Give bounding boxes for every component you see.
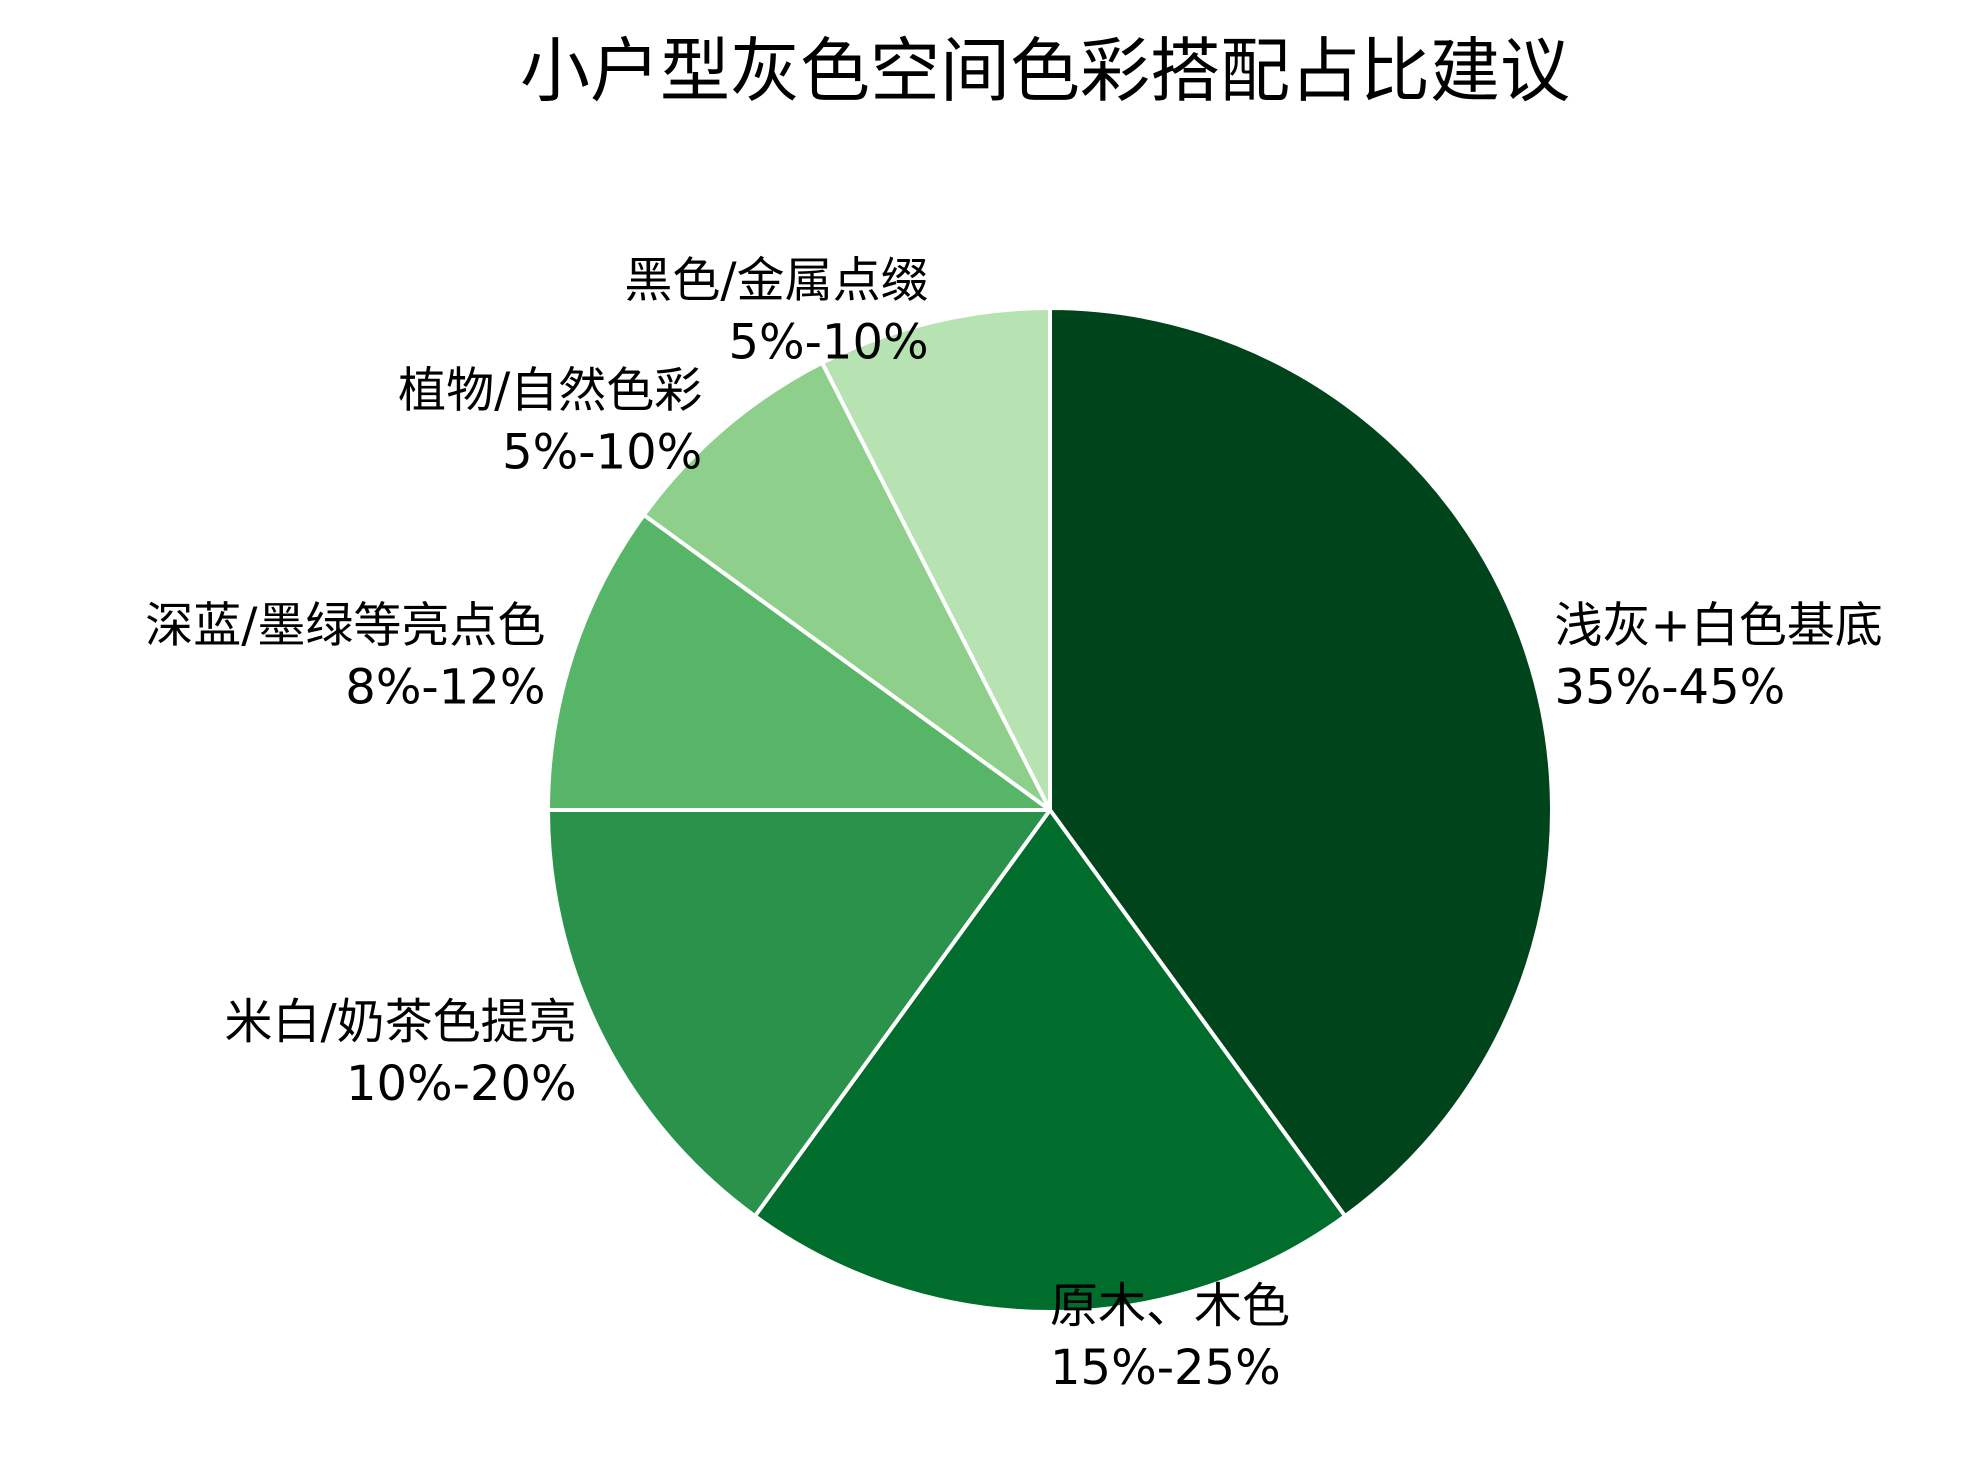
pie-slice-0: [1048, 306, 1554, 1219]
slice-range-label-2: 10%-20%: [346, 1056, 577, 1112]
slice-label-0: 浅灰+白色基底: [1555, 597, 1883, 653]
slice-range-label-3: 8%-12%: [345, 659, 545, 715]
chart-title: 小户型灰色空间色彩搭配占比建议: [520, 30, 1570, 112]
slice-range-label-0: 35%-45%: [1555, 659, 1786, 715]
pie-slice-4: [641, 360, 1052, 812]
slice-label-4: 植物/自然色彩: [398, 363, 702, 419]
pie-slice-2: [546, 808, 1052, 1219]
slice-label-1: 原木、木色: [1050, 1278, 1290, 1334]
slice-range-label-1: 15%-25%: [1050, 1340, 1281, 1396]
slice-label-2: 米白/奶茶色提亮: [224, 994, 576, 1050]
pie-labels: 浅灰+白色基底 35%-45% 原木、木色 15%-25% 米白/奶茶色提亮 10%-20…: [145, 252, 1883, 1396]
slice-range-label-4: 5%-10%: [502, 425, 702, 481]
pie-slices: [546, 306, 1554, 1315]
pie-slice-1: [752, 808, 1348, 1315]
pie-slice-5: [820, 306, 1052, 812]
slice-label-5: 黑色/金属点缀: [624, 252, 928, 308]
pie-slice-3: [546, 512, 1052, 812]
slice-label-3: 深蓝/墨绿等亮点色: [145, 597, 545, 653]
slice-range-label-5: 5%-10%: [728, 314, 928, 370]
